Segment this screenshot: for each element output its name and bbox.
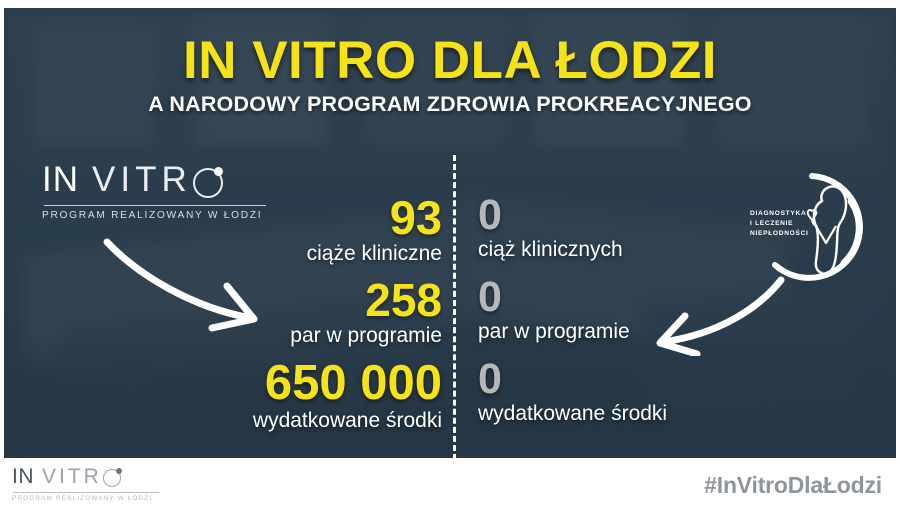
- logo-divider-rule: [44, 205, 266, 206]
- footer-logo-tagline: PROGRAM REALIZOWANY W ŁODZI: [12, 495, 153, 502]
- footer-logo-ring-icon: [102, 468, 122, 488]
- footer-logo-wordmark: IN VITR: [12, 465, 162, 489]
- brand-logo-tagline: PROGRAM REALIZOWANY W ŁODZI: [42, 210, 263, 221]
- stat-label: ciąże kliniczne: [306, 242, 442, 265]
- stat-label: wydatkowane środki: [252, 409, 442, 433]
- hero-panel: IN VITRO DLA ŁODZI A NARODOWY PROGRAM ZD…: [4, 8, 896, 458]
- brand-logo: IN VITR PROGRAM REALIZOWANY W ŁODZI: [42, 160, 268, 221]
- stat-item: 0 par w programie: [478, 276, 778, 344]
- curved-arrow-left-icon: [99, 238, 269, 338]
- stat-label: wydatkowane środki: [478, 402, 668, 426]
- badge-line-2: I LECZENIE: [750, 220, 794, 228]
- brand-logo-vitro: VITR: [92, 160, 192, 199]
- stat-item: 650 000 wydatkowane środki: [184, 359, 442, 433]
- stat-value: 258: [365, 274, 442, 327]
- badge-line-1: DIAGNOSTYKA: [750, 210, 807, 217]
- page-subtitle: A NARODOWY PROGRAM ZDROWIA PROKREACYJNEG…: [148, 92, 752, 116]
- footer-logo: IN VITR PROGRAM REALIZOWANY W ŁODZI: [12, 465, 162, 502]
- brand-logo-in: IN: [42, 160, 79, 199]
- footer-bar: IN VITR PROGRAM REALIZOWANY W ŁODZI #InV…: [0, 458, 900, 506]
- stat-item: 93 ciąże kliniczne: [184, 194, 442, 266]
- footer-logo-divider-rule: [13, 492, 159, 493]
- stat-value: 93: [389, 191, 442, 244]
- stat-value: 0: [478, 273, 502, 322]
- stat-value: 0: [478, 191, 502, 239]
- stat-label: par w programie: [290, 324, 442, 348]
- stat-item: 0 ciąż klinicznych: [478, 194, 778, 262]
- brand-logo-wordmark: IN VITR: [42, 160, 268, 200]
- stats-column-left: 93 ciąże kliniczne 258 par w programie 6…: [184, 194, 442, 444]
- photo-tint-overlay: [4, 8, 896, 458]
- footer-logo-in: IN: [12, 465, 34, 488]
- logo-ring-icon: [192, 167, 223, 198]
- stat-label: ciąż klinicznych: [478, 238, 623, 261]
- curved-arrow-right-icon: [649, 276, 789, 361]
- vertical-dashed-divider: [453, 155, 456, 458]
- badge-text: DIAGNOSTYKA I LECZENIE NIEPŁODNOŚCI: [750, 209, 820, 240]
- page-title: IN VITRO DLA ŁODZI: [182, 31, 718, 90]
- stat-item: 258 par w programie: [184, 277, 442, 348]
- stat-value: 650 000: [264, 356, 442, 411]
- footer-logo-vitro: VITR: [42, 465, 102, 488]
- fertility-badge: DIAGNOSTYKA I LECZENIE NIEPŁODNOŚCI: [750, 171, 868, 283]
- campaign-hashtag: #InVitroDlaŁodzi: [704, 472, 882, 498]
- stat-item: 0 wydatkowane środki: [478, 358, 778, 426]
- stats-column-right: 0 ciąż klinicznych 0 par w programie 0 w…: [478, 194, 778, 440]
- stat-value: 0: [478, 355, 502, 404]
- badge-line-3: NIEPŁODNOŚCI: [750, 230, 809, 238]
- stat-label: par w programie: [478, 320, 630, 344]
